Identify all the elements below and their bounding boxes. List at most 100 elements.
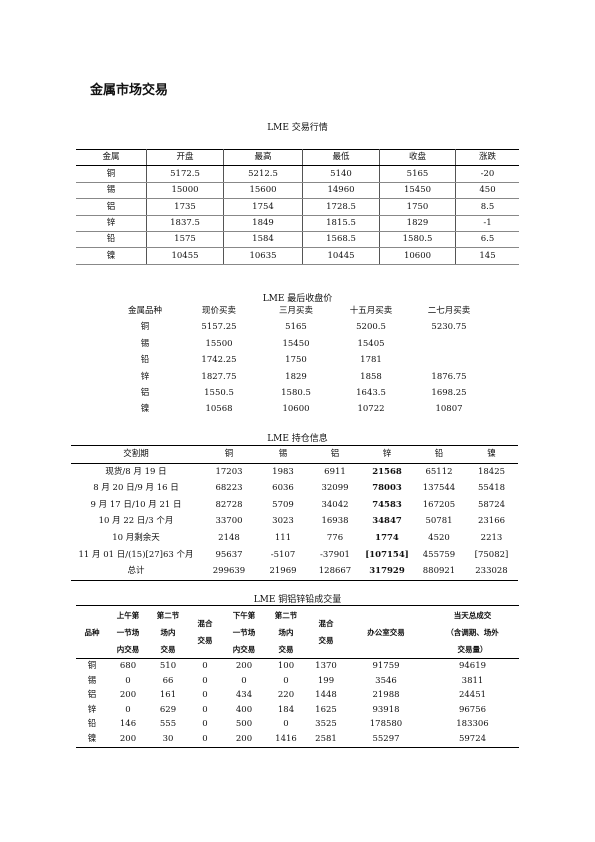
column-header: 当天总成交 （含调期、场外 交易量） (426, 605, 519, 659)
table-cell: 776 (326, 533, 344, 544)
table-cell: 500 (235, 719, 253, 730)
table-cell: 3525 (315, 719, 337, 730)
column-header: 铅 (413, 445, 465, 464)
table-cell: 0 (202, 675, 208, 686)
table-row: 锡 15500 15450 15405 (111, 336, 489, 352)
table-cell: 0 (241, 675, 247, 686)
table-cell: 137544 (422, 483, 456, 494)
table-cell: 镍 (76, 247, 147, 265)
table-cell: 锡 (140, 338, 150, 349)
table-cell: 32099 (321, 483, 349, 494)
table-cell: 铝 (140, 387, 150, 398)
header-line: 交易 (160, 644, 176, 654)
table-row: 锡 0 66 0 0 0 199 3546 3811 (76, 674, 519, 689)
table-cell: 0 (125, 704, 131, 715)
table-cell: 8 月 20 日/9 月 16 日 (93, 483, 179, 494)
table-cell: 16938 (321, 516, 349, 527)
column-header: 二七月买卖 (427, 305, 471, 316)
table-cell: 锡 (87, 675, 97, 686)
table-cell: 14960 (302, 182, 380, 200)
column-header: 混合 交易 (306, 605, 346, 659)
table-cell: 6036 (272, 483, 294, 494)
table-cell: 1774 (375, 533, 399, 544)
table-cell: 10 月剩余天 (112, 533, 160, 544)
table-header-row: 品种 上午第 一节场 内交易 第二节 场内 交易 混合 交易 下午第 一节场 内交易 第二节 场内 交易 混合… (76, 605, 519, 659)
table-cell: 6911 (324, 466, 346, 477)
header-line: 交易 (197, 636, 213, 645)
table-cell: 铅 (140, 355, 150, 366)
table-cell: 96756 (458, 704, 487, 715)
column-header: 第二节 场内 交易 (148, 605, 188, 659)
column-header: 混合 交易 (188, 605, 222, 659)
table-cell: 1754 (223, 198, 303, 216)
header-line: （含调期、场外 (446, 627, 499, 637)
table-cell: 总计 (127, 566, 145, 577)
table-cell: 10600 (282, 404, 310, 415)
table-cell: 178580 (369, 719, 403, 730)
table-cell: 0 (202, 734, 208, 745)
table-header-row: 交割期 铜 锡 铝 锌 铅 镍 (71, 445, 518, 464)
table-cell: 3546 (375, 675, 397, 686)
table-cell: 10722 (357, 404, 385, 415)
table-cell: 5165 (285, 322, 307, 333)
table-cell: 17203 (215, 466, 243, 477)
table-cell: 82728 (215, 499, 243, 510)
column-header: 最高 (223, 149, 303, 167)
table-cell: 镍 (87, 734, 97, 745)
table-cell: 镍 (140, 404, 150, 415)
table-cell: 95637 (215, 549, 243, 560)
table-cell: 2213 (480, 533, 503, 544)
table-cell: 145 (455, 247, 519, 265)
table-cell: [75082] (474, 549, 509, 560)
volume-caption: LME 铜铝锌铅成交量 (253, 595, 342, 605)
table-row: 镍 10455 10635 10445 10600 145 (76, 247, 519, 265)
table-cell: 铝 (76, 198, 147, 216)
column-header: 现价买卖 (201, 305, 236, 316)
table-cell: 0 (202, 661, 208, 672)
table-cell: 55297 (372, 734, 400, 745)
column-header: 交割期 (71, 445, 201, 464)
closing-table: 金属品种 现价买卖 三月买卖 十五月买卖 二七月买卖 铜 5157.25 5165 5… (111, 303, 489, 418)
table-row: 8 月 20 日/9 月 16 日 68223 6036 32099 78003 1375… (71, 480, 518, 497)
table-row: 锌 1837.5 1849 1815.5 1829 -1 (76, 215, 519, 232)
table-cell: 锌 (87, 704, 97, 715)
column-header: 金属 (76, 149, 147, 167)
table-row: 铜 5172.5 5212.5 5140 5165 -20 (76, 165, 519, 183)
table-cell: 74583 (372, 499, 402, 510)
table-cell: 1580.5 (379, 231, 456, 249)
column-header: 三月买卖 (278, 305, 313, 316)
table-row: 铜 680 510 0 200 100 1370 91759 94619 (76, 659, 519, 674)
column-header: 涨跌 (455, 149, 519, 167)
table-cell: 5709 (272, 499, 294, 510)
column-header: 第二节 场内 交易 (266, 605, 306, 659)
table-header-row: 金属 开盘 最高 最低 收盘 涨跌 (76, 149, 519, 167)
table-cell: 65112 (425, 466, 453, 477)
table-cell: 93918 (372, 704, 400, 715)
table-cell: 9 月 17 日/10 月 21 日 (90, 499, 182, 510)
table-cell: 0 (125, 675, 131, 686)
table-cell: 10 月 22 日/3 个月 (98, 516, 174, 527)
table-cell: 0 (202, 704, 208, 715)
table-cell: 30 (162, 734, 174, 745)
table-cell: 880921 (422, 566, 456, 577)
table-row: 锡 15000 15600 14960 15450 450 (76, 182, 519, 200)
table-cell: 94619 (458, 661, 487, 672)
positions-table: 交割期 铜 锡 铝 锌 铅 镍 现货/8 月 19 日 17203 1983 6911… (71, 445, 518, 581)
table-cell: 78003 (372, 483, 402, 494)
column-header: 下午第 一节场 内交易 (222, 605, 266, 659)
table-cell: -5107 (270, 549, 296, 560)
table-cell: 5165 (379, 165, 456, 183)
table-cell: 1735 (146, 198, 224, 216)
table-row: 铅 1575 1584 1568.5 1580.5 6.5 (76, 231, 519, 249)
table-cell: 11 月 01 日/(15)[27]63 个月 (78, 549, 194, 560)
header-line: 一节场 (232, 627, 256, 637)
table-cell: 167205 (422, 499, 456, 510)
table-cell: 15600 (223, 182, 303, 200)
table-cell: 21988 (372, 690, 400, 701)
table-cell: 21969 (269, 566, 297, 577)
table-cell: 1370 (315, 661, 337, 672)
table-cell: 10635 (223, 247, 303, 265)
table-cell: 1829 (285, 371, 307, 382)
table-cell: 锌 (140, 371, 150, 382)
table-cell: 5200.5 (356, 322, 386, 333)
